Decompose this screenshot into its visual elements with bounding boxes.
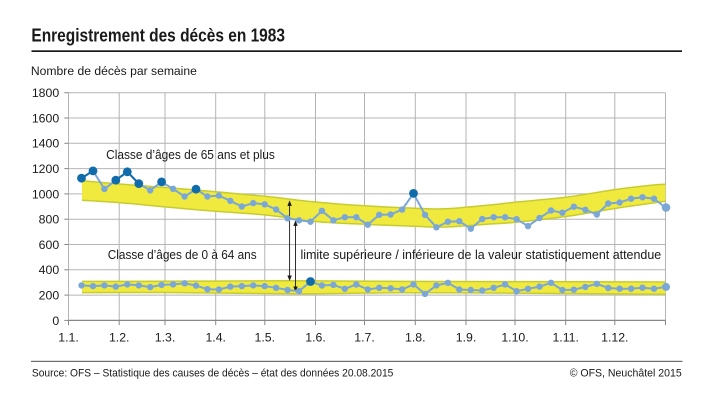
svg-text:200: 200	[39, 289, 60, 303]
svg-text:1200: 1200	[32, 162, 60, 176]
svg-text:Nombre de décès par semaine: Nombre de décès par semaine	[31, 64, 197, 78]
svg-text:1600: 1600	[32, 111, 60, 125]
svg-text:600: 600	[39, 238, 60, 252]
svg-text:1.5.: 1.5.	[255, 331, 276, 345]
svg-text:800: 800	[39, 213, 60, 227]
svg-text:limite supérieure / inférieure: limite supérieure / inférieure de la val…	[301, 248, 662, 262]
svg-text:0: 0	[52, 314, 59, 328]
svg-text:1.11.: 1.11.	[552, 331, 578, 345]
svg-text:1.7.: 1.7.	[354, 331, 375, 345]
svg-text:1000: 1000	[32, 187, 60, 201]
svg-text:1.8.: 1.8.	[405, 331, 426, 345]
svg-text:Classe d’âges de 0 à 64 ans: Classe d’âges de 0 à 64 ans	[108, 248, 257, 262]
svg-text:400: 400	[39, 263, 60, 277]
svg-text:1.10.: 1.10.	[501, 331, 528, 345]
svg-text:1.2.: 1.2.	[109, 331, 130, 345]
svg-text:1.9.: 1.9.	[456, 331, 477, 345]
svg-text:1.1.: 1.1.	[58, 331, 79, 345]
svg-text:Classe d’âges de 65 ans et plu: Classe d’âges de 65 ans et plus	[106, 148, 275, 162]
svg-text:1800: 1800	[32, 86, 60, 100]
svg-text:© OFS, Neuchâtel 2015: © OFS, Neuchâtel 2015	[570, 367, 682, 379]
svg-text:Source: OFS – Statistique des: Source: OFS – Statistique des causes de …	[32, 367, 394, 379]
svg-text:1.4.: 1.4.	[205, 331, 226, 345]
svg-text:1.6.: 1.6.	[305, 331, 326, 345]
svg-text:Enregistrement des décès en 19: Enregistrement des décès en 1983	[31, 26, 285, 46]
svg-text:1.3.: 1.3.	[155, 331, 176, 345]
svg-text:1400: 1400	[32, 137, 60, 151]
svg-text:1.12.: 1.12.	[601, 331, 628, 345]
